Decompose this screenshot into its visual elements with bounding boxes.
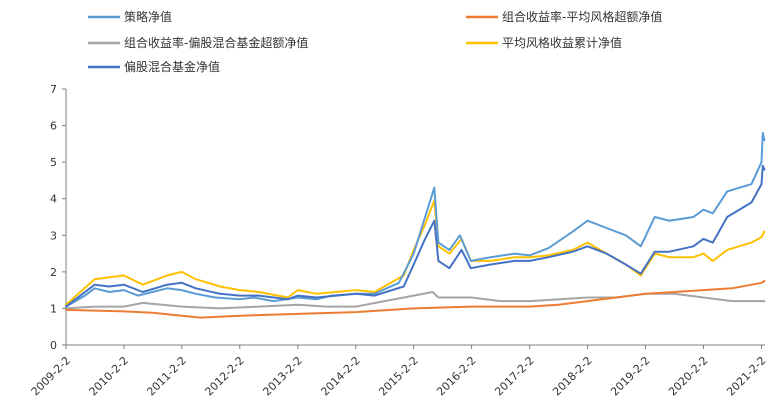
y-tick-label: 1 [50, 302, 57, 315]
x-tick-label: 2018-2-2 [550, 354, 595, 399]
x-tick-label: 2015-2-2 [376, 354, 421, 399]
legend-label: 组合收益率-平均风格超额净值 [502, 9, 662, 24]
series-line-0 [65, 131, 766, 308]
axes: 0 1 2 3 4 5 6 7 2009-2-2 2010-2-2 2011-2-2 2012-2-2… [29, 83, 769, 398]
legend-entry-style-excess-nav[interactable]: 组合收益率-平均风格超额净值 [466, 9, 662, 24]
y-tick-label: 3 [50, 229, 57, 242]
x-tick-label: 2012-2-2 [202, 354, 247, 399]
x-tick-label: 2020-2-2 [666, 354, 711, 399]
y-tick-label: 2 [50, 266, 57, 279]
legend-entry-style-cum-nav[interactable]: 平均风格收益累计净值 [466, 35, 622, 50]
x-tick-label: 2019-2-2 [608, 354, 653, 399]
legend: 策略净值 组合收益率-平均风格超额净值 组合收益率-偏股混合基金超额净值 平均风… [88, 9, 662, 74]
series-line-4 [65, 164, 766, 308]
y-tick-label: 6 [50, 120, 57, 133]
legend-label: 策略净值 [124, 9, 172, 24]
x-tick-label: 2010-2-2 [87, 354, 132, 399]
x-tick-label: 2021-2-2 [724, 354, 769, 399]
series-line-2 [65, 291, 766, 310]
legend-entry-strategy-nav[interactable]: 策略净值 [88, 9, 172, 24]
x-tick-label: 2017-2-2 [492, 354, 537, 399]
legend-label: 偏股混合基金净值 [124, 59, 220, 74]
y-tick-label: 0 [50, 339, 57, 352]
y-tick-label: 5 [50, 156, 57, 169]
legend-label: 平均风格收益累计净值 [502, 35, 622, 50]
x-tick-label: 2009-2-2 [29, 354, 74, 399]
y-tick-label: 4 [50, 193, 57, 206]
series-line-1 [65, 280, 766, 319]
legend-label: 组合收益率-偏股混合基金超额净值 [124, 35, 308, 50]
y-tick-label: 7 [50, 83, 57, 96]
x-tick-label: 2016-2-2 [434, 354, 479, 399]
series-layer [65, 131, 766, 319]
x-tick-label: 2011-2-2 [144, 354, 189, 399]
x-tick-label: 2013-2-2 [260, 354, 305, 399]
series-line-3 [65, 199, 766, 306]
x-tick-label: 2014-2-2 [318, 354, 363, 399]
legend-entry-fund-excess-nav[interactable]: 组合收益率-偏股混合基金超额净值 [88, 35, 308, 50]
legend-entry-fund-nav[interactable]: 偏股混合基金净值 [88, 59, 220, 74]
